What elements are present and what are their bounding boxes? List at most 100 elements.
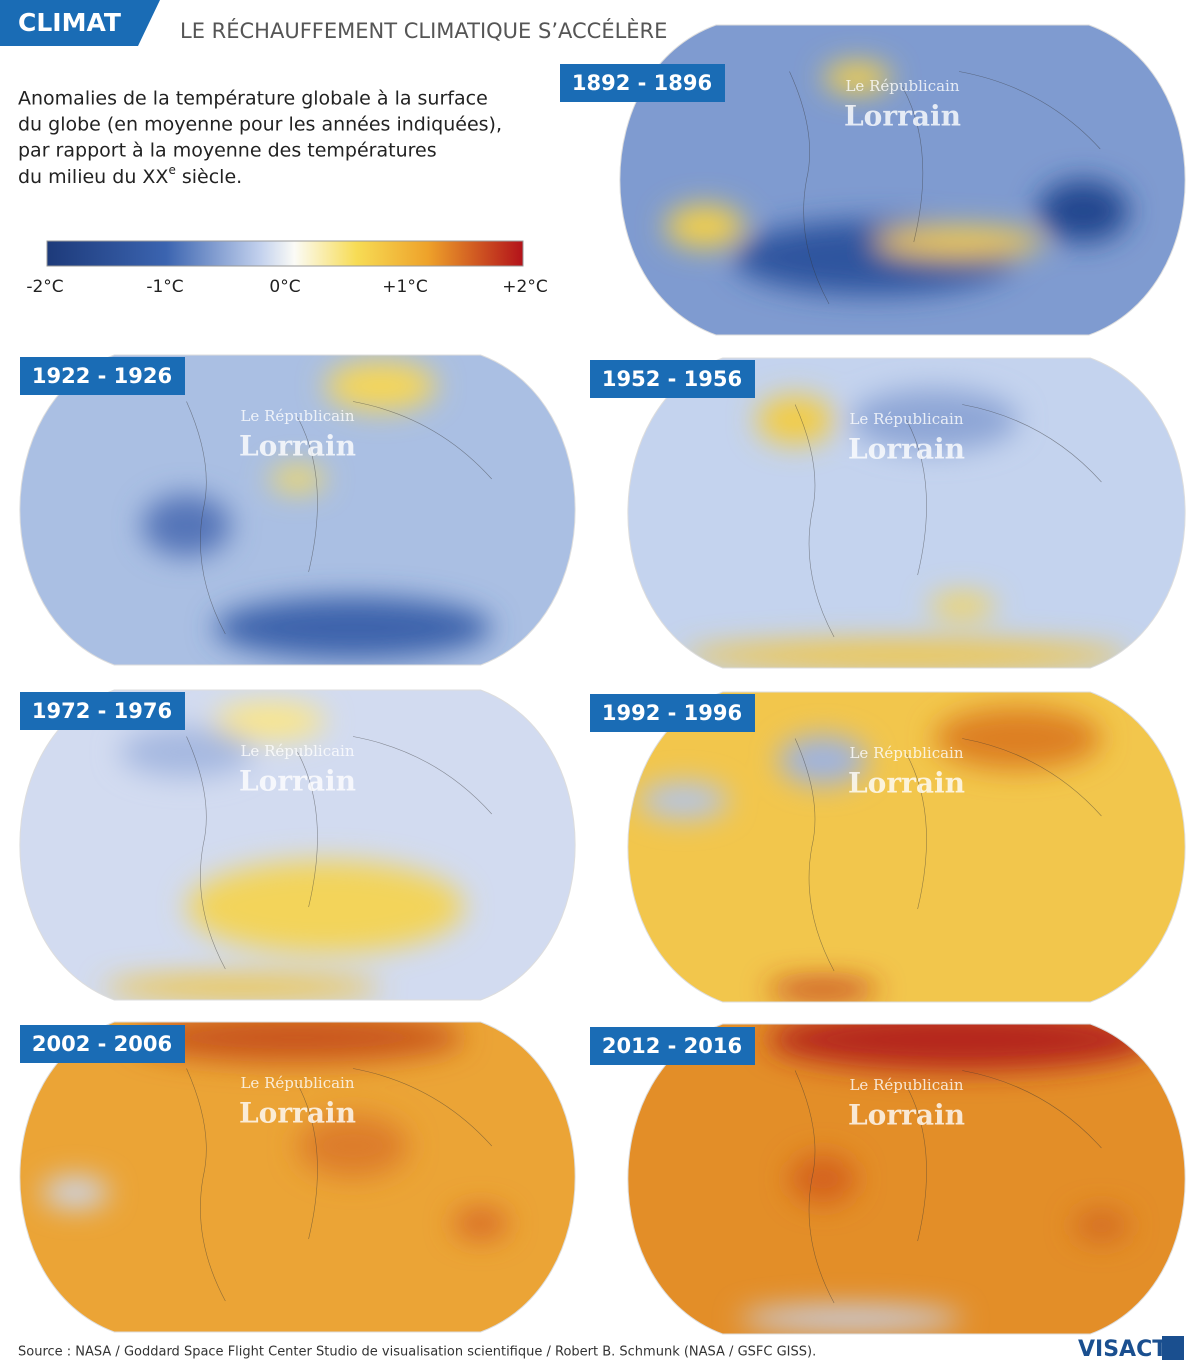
maps: Le Républicain Lorrain 1892 - 1896 Le Répub…	[19, 24, 1186, 1335]
watermark-line1: Le Républicain	[845, 77, 959, 95]
anomaly-patch	[1073, 1210, 1130, 1241]
period-label-bg	[20, 692, 185, 730]
watermark-line2: Lorrain	[848, 767, 965, 800]
anomaly-patch	[639, 781, 729, 820]
map	[628, 358, 1185, 668]
anomaly-patch	[739, 1306, 963, 1331]
map-base	[628, 1024, 1185, 1334]
header-tag: CLIMAT	[18, 8, 121, 37]
map-anomalies	[739, 1024, 1158, 1331]
map	[628, 692, 1185, 1002]
anomaly-patch	[767, 980, 879, 999]
watermark-line1: Le Républicain	[240, 407, 354, 425]
period-label: 2002 - 2006	[32, 1032, 172, 1056]
period-label: 1922 - 1926	[32, 364, 172, 388]
map	[620, 25, 1185, 335]
anomaly-patch	[42, 1177, 109, 1208]
watermark-line2: Lorrain	[239, 430, 356, 463]
continents	[794, 738, 1102, 972]
period-label-bg	[560, 64, 725, 102]
watermark-line2: Lorrain	[239, 1097, 356, 1130]
anomaly-patch	[119, 727, 254, 777]
anomaly-patch	[269, 466, 326, 492]
map-outline	[19, 689, 576, 1001]
map-anomalies	[665, 62, 1129, 295]
anomaly-patch	[756, 395, 835, 445]
continents	[186, 736, 492, 970]
continents	[186, 1068, 492, 1302]
anomaly-patch	[683, 640, 1130, 668]
period-label: 1992 - 1996	[602, 701, 742, 725]
anomaly-patch	[778, 735, 868, 785]
map-outline	[627, 1023, 1186, 1335]
anomaly-patch	[928, 593, 996, 619]
anomaly-patch	[297, 1115, 409, 1177]
period-label-bg	[590, 1027, 755, 1065]
continents	[794, 404, 1102, 638]
anomaly-patch	[767, 1024, 1158, 1071]
period-label: 2012 - 2016	[602, 1034, 742, 1058]
anomaly-patch	[452, 1208, 509, 1239]
watermark-line2: Lorrain	[848, 433, 965, 466]
legend-tick: +1°C	[382, 277, 427, 297]
continents	[794, 1070, 1102, 1304]
watermark-line1: Le Républicain	[240, 742, 354, 760]
description-line: par rapport à la moyenne des température…	[18, 140, 437, 162]
anomaly-patch	[823, 62, 892, 94]
map-base	[20, 1022, 575, 1332]
map-outline	[19, 1021, 576, 1333]
legend-tick: 0°C	[269, 277, 300, 297]
logo-mark	[1162, 1336, 1184, 1360]
description-line: du milieu du XXe siècle.	[18, 163, 242, 188]
legend-gradient	[46, 240, 524, 267]
map	[628, 1024, 1185, 1334]
continents	[789, 71, 1101, 305]
anomaly-patch	[665, 204, 745, 249]
watermark-line1: Le Républicain	[849, 410, 963, 428]
watermark-line2: Lorrain	[239, 765, 356, 798]
legend-tick: +2°C	[502, 277, 547, 297]
period-label-bg	[20, 357, 185, 395]
map-anomalies	[639, 707, 1102, 999]
anomaly-patch	[186, 860, 464, 954]
anomaly-patch	[214, 596, 492, 659]
period-label-bg	[590, 694, 755, 732]
anomaly-patch	[103, 975, 381, 1000]
map-anomalies	[103, 702, 464, 1000]
legend-tick: -2°C	[26, 277, 63, 297]
anomaly-patch	[934, 707, 1102, 770]
anomaly-patch	[1038, 180, 1129, 242]
map-outline	[19, 354, 576, 666]
map	[20, 690, 575, 1000]
source: Source : NASA / Goddard Space Flight Cen…	[18, 1345, 816, 1360]
anomaly-patch	[142, 494, 231, 557]
description-line: Anomalies de la température globale à la…	[18, 88, 488, 110]
anomaly-patch	[214, 702, 326, 740]
continents	[186, 401, 492, 635]
anomaly-patch	[850, 389, 1018, 451]
anomaly-patch	[789, 1154, 857, 1204]
map-anomalies	[42, 1022, 509, 1239]
legend-tick: -1°C	[146, 277, 183, 297]
description-line: du globe (en moyenne pour les années ind…	[18, 114, 502, 136]
anomaly-patch	[131, 1022, 464, 1063]
anomaly-patch	[325, 361, 437, 411]
watermark-line1: Le Républicain	[240, 1074, 354, 1092]
period-label: 1972 - 1976	[32, 699, 172, 723]
watermark-line2: Lorrain	[844, 100, 961, 133]
watermark-line1: Le Républicain	[849, 1076, 963, 1094]
map-outline	[627, 357, 1186, 669]
map-anomalies	[683, 389, 1130, 668]
period-label-bg	[20, 1025, 185, 1063]
map	[20, 355, 575, 665]
period-label-bg	[590, 360, 755, 398]
map-outline	[627, 691, 1186, 1003]
watermark-line2: Lorrain	[848, 1099, 965, 1132]
period-label: 1952 - 1956	[602, 367, 742, 391]
map-outline	[619, 24, 1186, 336]
map	[20, 1022, 575, 1332]
map-anomalies	[142, 361, 492, 659]
description-text: du milieu du XX	[18, 166, 168, 188]
period-label: 1892 - 1896	[572, 71, 712, 95]
